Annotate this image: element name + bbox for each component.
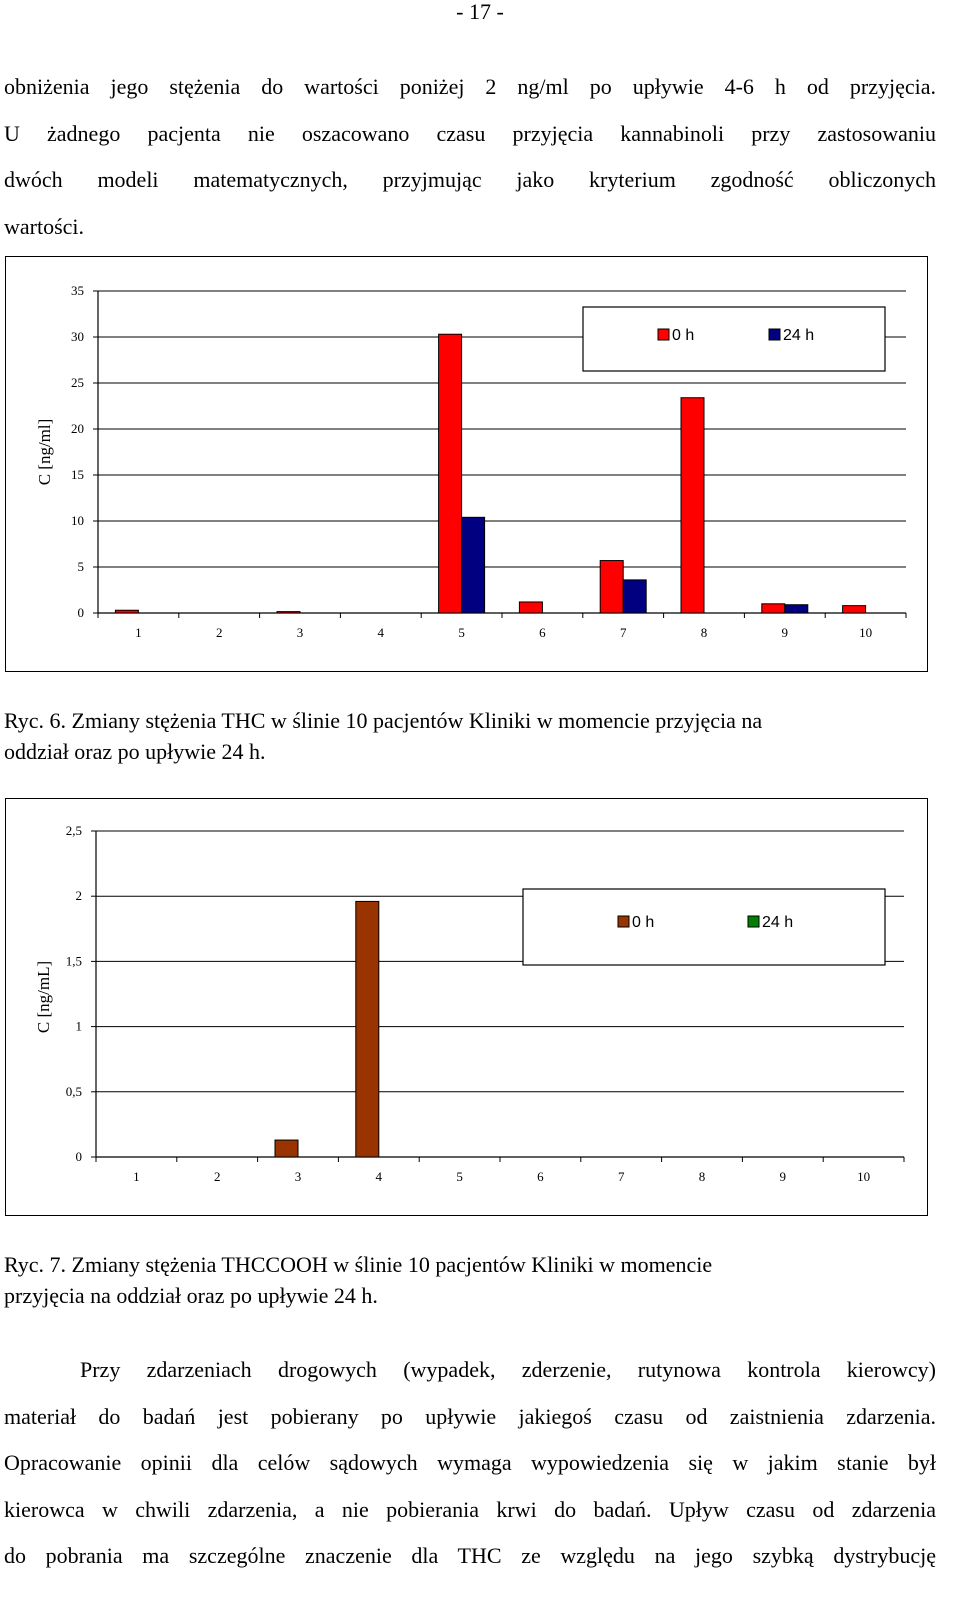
x-tick-label: 2	[216, 625, 223, 640]
bar	[599, 560, 624, 614]
text-line: wartości.	[4, 213, 85, 239]
y-tick-label: 30	[71, 329, 84, 344]
bar	[438, 333, 463, 614]
legend-swatch	[617, 915, 630, 928]
y-axis-label: C [ng/ml]	[35, 419, 54, 486]
text-line: obniżenia jego stężenia do wartości poni…	[4, 74, 936, 99]
bar	[355, 900, 380, 1158]
bar	[622, 579, 647, 614]
caption-fig7: Ryc. 7. Zmiany stężenia THCCOOH w ślinie…	[4, 1249, 944, 1311]
legend-swatch	[768, 328, 781, 341]
y-tick-label: 35	[71, 283, 84, 298]
caption-line: oddział oraz po upływie 24 h.	[4, 739, 266, 764]
chart-fig7: 0 0,5 1 1,5 2 2,5 1 2 3 4 5 6 7 8 9 10 C [ng/mL] 0 h 24 h	[5, 798, 928, 1216]
text-line: dwóch modeli matematycznych, przyjmując …	[4, 167, 936, 192]
x-tick-label: 1	[133, 1169, 140, 1184]
x-tick-label: 5	[458, 625, 465, 640]
x-tick-label: 6	[539, 625, 546, 640]
bar	[518, 601, 543, 614]
legend-label: 0 h	[672, 327, 694, 344]
x-tick-label: 6	[537, 1169, 544, 1184]
bar	[761, 603, 786, 614]
caption-fig6: Ryc. 6. Zmiany stężenia THC w ślinie 10 …	[4, 705, 944, 767]
legend-label: 0 h	[632, 914, 654, 931]
paragraph-bottom: Przy zdarzeniach drogowych (wypadek, zde…	[4, 1347, 936, 1580]
y-tick-label: 10	[71, 513, 84, 528]
page-number: - 17 -	[456, 0, 504, 24]
caption-line: przyjęcia na oddział oraz po upływie 24 …	[4, 1283, 378, 1308]
y-tick-label: 25	[71, 375, 84, 390]
y-tick-label: 2,5	[66, 823, 82, 838]
legend-label: 24 h	[762, 914, 793, 931]
y-tick-label: 5	[78, 559, 85, 574]
text-line: materiał do badań jest pobierany po upły…	[4, 1403, 936, 1429]
y-tick-label: 20	[71, 421, 84, 436]
y-tick-label: 2	[76, 888, 83, 903]
x-tick-label: 8	[699, 1169, 706, 1184]
legend-box	[522, 888, 886, 966]
bar	[114, 609, 139, 614]
x-tick-label: 5	[456, 1169, 463, 1184]
bar	[842, 605, 867, 614]
bar	[784, 604, 809, 614]
x-tick-label: 4	[378, 625, 385, 640]
legend-label: 24 h	[783, 327, 814, 344]
bar	[461, 516, 486, 614]
chart-fig6: 0 5 10 15 20 25 30 35 1 2 3 4 5 6 7 8 9 10 C [ng/ml] 0 h 24 …	[5, 256, 928, 672]
x-tick-label: 9	[782, 625, 789, 640]
caption-line: Ryc. 7. Zmiany stężenia THCCOOH w ślinie…	[4, 1252, 713, 1277]
x-tick-label: 2	[214, 1169, 221, 1184]
x-tick-label: 9	[780, 1169, 787, 1184]
x-tick-label: 1	[135, 625, 142, 640]
x-tick-label: 3	[297, 625, 304, 640]
x-tick-label: 8	[701, 625, 708, 640]
x-tick-label: 7	[620, 625, 627, 640]
text-line: Przy zdarzeniach drogowych (wypadek, zde…	[80, 1357, 936, 1382]
bar	[680, 397, 705, 614]
legend-swatch	[747, 915, 760, 928]
x-tick-label: 7	[618, 1169, 625, 1184]
legend-box	[582, 306, 886, 372]
chart-fig7-svg: 0 0,5 1 1,5 2 2,5 1 2 3 4 5 6 7 8 9 10 C [ng/mL] 0 h 24 h	[34, 823, 905, 1184]
y-tick-label: 1	[76, 1019, 83, 1034]
paragraph-top: obniżenia jego stężenia do wartości poni…	[4, 64, 936, 250]
chart-fig6-svg: 0 5 10 15 20 25 30 35 1 2 3 4 5 6 7 8 9 10 C [ng/ml] 0 h 24 …	[35, 283, 907, 640]
x-tick-label: 3	[295, 1169, 302, 1184]
text-line: kierowca w chwili zdarzenia, a nie pobie…	[4, 1496, 936, 1522]
x-tick-label: 10	[857, 1169, 870, 1184]
y-axis-label: C [ng/mL]	[34, 961, 53, 1033]
y-tick-label: 1,5	[66, 953, 82, 968]
y-tick-label: 15	[71, 467, 84, 482]
caption-line: Ryc. 6. Zmiany stężenia THC w ślinie 10 …	[4, 708, 763, 733]
text-line: do pobrania ma szczególne znaczenie dla …	[4, 1543, 936, 1568]
y-tick-label: 0,5	[66, 1084, 82, 1099]
bar	[274, 1139, 299, 1158]
y-tick-label: 0	[78, 605, 85, 620]
text-line: U żadnego pacjenta nie oszacowano czasu …	[4, 120, 936, 146]
text-line: Opracowanie opinii dla celów sądowych wy…	[4, 1450, 936, 1475]
x-tick-label: 4	[376, 1169, 383, 1184]
x-tick-label: 10	[859, 625, 872, 640]
bar	[276, 611, 301, 614]
legend-swatch	[657, 328, 670, 341]
y-tick-label: 0	[76, 1149, 83, 1164]
